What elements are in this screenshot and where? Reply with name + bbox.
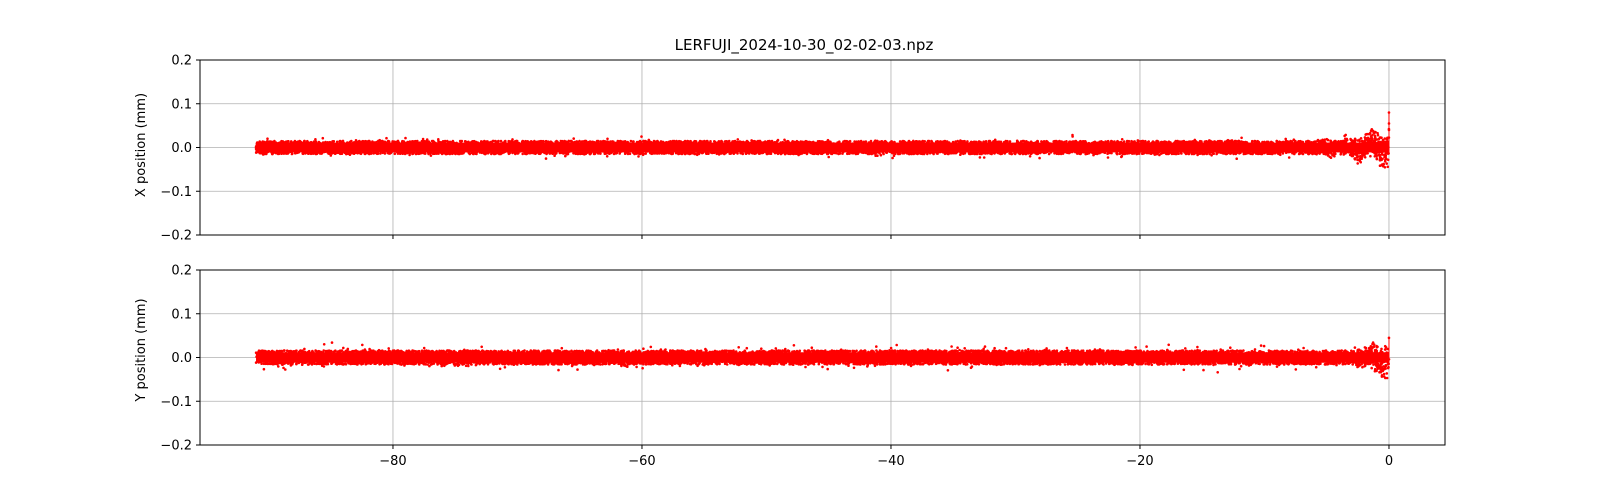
data-point — [393, 152, 397, 156]
data-point — [1281, 152, 1285, 155]
data-point — [1353, 137, 1357, 141]
data-point — [427, 152, 430, 156]
data-point — [644, 152, 647, 155]
data-point — [982, 156, 986, 159]
data-point — [1373, 134, 1377, 138]
data-point — [437, 138, 440, 141]
data-point — [429, 154, 433, 157]
data-point — [606, 137, 609, 141]
data-point — [385, 136, 388, 140]
data-point — [592, 152, 596, 156]
data-point — [978, 156, 982, 159]
data-point — [1363, 156, 1367, 159]
x-position-plot-area — [200, 59, 1445, 236]
data-point — [1235, 157, 1238, 160]
data-point — [1386, 165, 1390, 169]
chart-title: LERFUJI_2024-10-30_02-02-03.npz — [675, 36, 934, 55]
data-point — [266, 137, 269, 140]
data-point — [1008, 140, 1012, 143]
data-point — [1385, 162, 1388, 165]
data-point — [736, 138, 740, 141]
data-point — [1356, 139, 1359, 142]
data-point — [1136, 139, 1140, 142]
data-point — [892, 154, 896, 157]
data-point — [766, 152, 770, 156]
data-point — [1386, 158, 1390, 162]
x-position-panel: X position (mm) −0.2−0.10.00.10.2 — [134, 54, 1446, 244]
data-point — [521, 152, 524, 156]
data-point — [572, 137, 575, 140]
data-point — [629, 139, 633, 143]
data-point — [647, 138, 651, 142]
data-point — [1287, 156, 1291, 159]
data-point — [379, 152, 382, 155]
data-point — [1240, 140, 1243, 143]
